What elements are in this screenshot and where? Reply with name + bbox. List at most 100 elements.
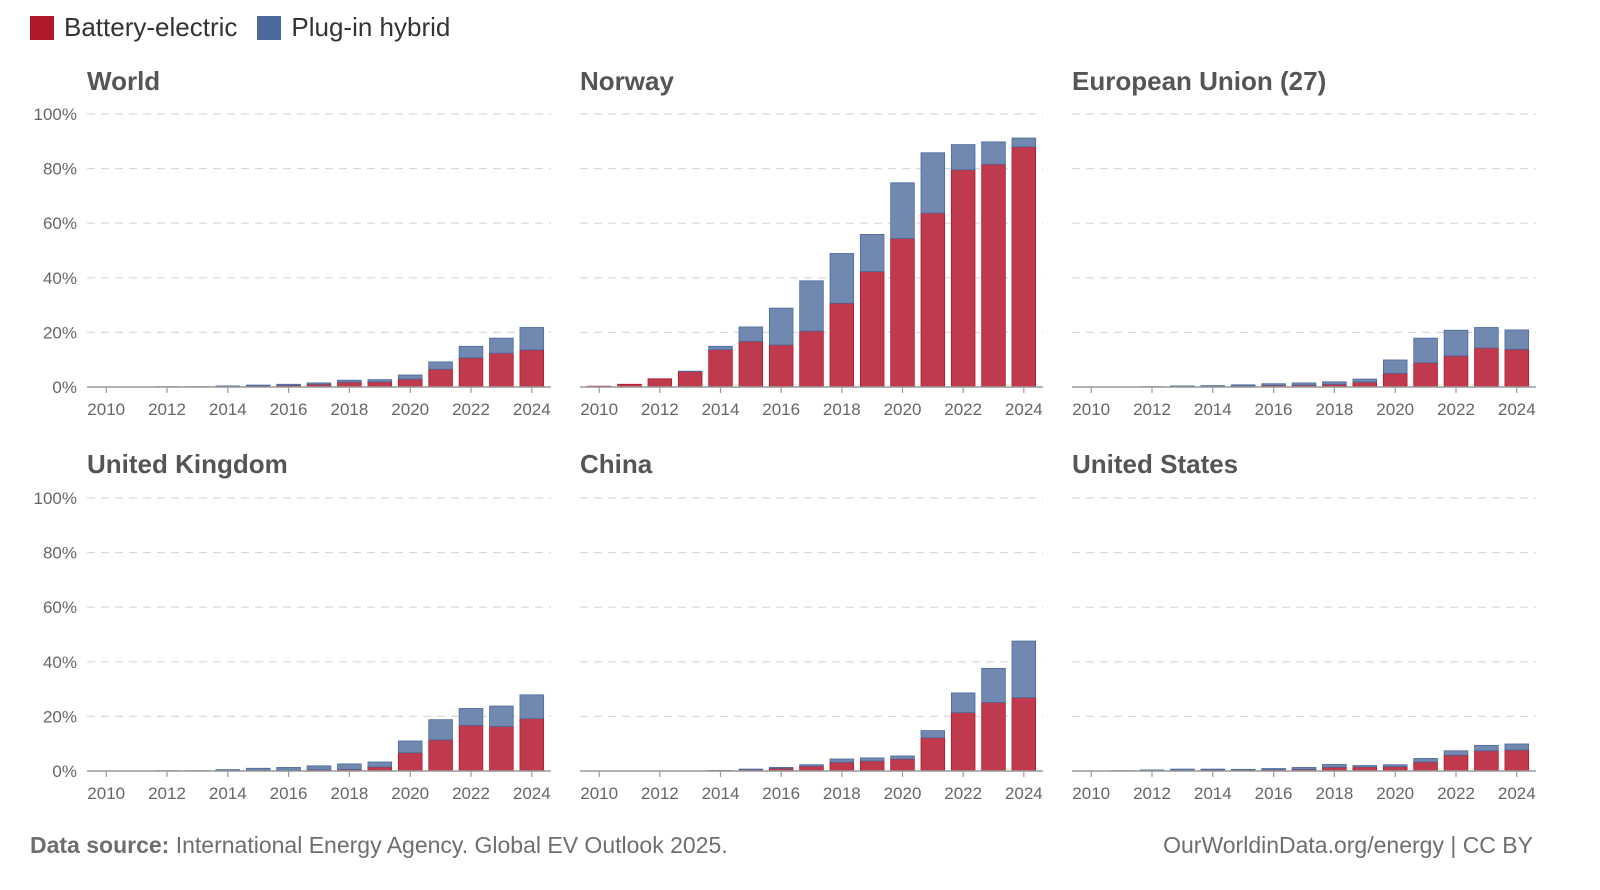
panel-title: China: [580, 449, 653, 479]
bar-battery-electric-2024: [1504, 749, 1530, 772]
bar-plug-in-hybrid-2022: [458, 708, 484, 726]
x-tick-label: 2020: [1376, 400, 1414, 419]
bar-plug-in-hybrid-2017: [306, 382, 332, 385]
bar-plug-in-hybrid-2021: [920, 730, 946, 739]
bar-battery-electric-2014: [708, 349, 733, 388]
bar-plug-in-hybrid-2019: [367, 761, 393, 768]
bar-plug-in-hybrid-2019: [859, 233, 885, 272]
panel-title: European Union (27): [1072, 66, 1326, 96]
bar-battery-electric-2022: [458, 725, 484, 772]
bar-plug-in-hybrid-2021: [920, 152, 946, 214]
bar-plug-in-hybrid-2021: [428, 719, 453, 741]
bar-plug-in-hybrid-2021: [1413, 758, 1438, 763]
panel-title: World: [87, 66, 160, 96]
x-tick-label: 2012: [148, 400, 186, 419]
x-tick-label: 2018: [330, 784, 368, 803]
y-tick-label: 100%: [34, 105, 77, 124]
bar-plug-in-hybrid-2017: [1291, 767, 1317, 770]
y-tick-label: 40%: [43, 653, 77, 672]
legend-item-plug-in-hybrid[interactable]: Plug-in hybrid: [257, 12, 450, 43]
bar-plug-in-hybrid-2016: [768, 767, 794, 769]
bar-battery-electric-2021: [428, 739, 453, 772]
x-tick-label: 2020: [391, 400, 429, 419]
bar-plug-in-hybrid-2017: [799, 764, 824, 767]
bar-plug-in-hybrid-2014: [1200, 385, 1226, 387]
x-tick-label: 2010: [1072, 400, 1110, 419]
x-tick-label: 2014: [1194, 784, 1232, 803]
bar-battery-electric-2023: [1474, 750, 1499, 772]
bar-plug-in-hybrid-2024: [519, 327, 545, 351]
bar-battery-electric-2019: [859, 760, 885, 772]
bar-plug-in-hybrid-2019: [1352, 765, 1378, 768]
legend-label: Plug-in hybrid: [291, 12, 451, 42]
bar-plug-in-hybrid-2015: [738, 326, 764, 342]
x-tick-label: 2020: [884, 400, 922, 419]
bar-plug-in-hybrid-2024: [519, 694, 545, 719]
x-tick-label: 2012: [1133, 784, 1171, 803]
panel-title: United States: [1072, 449, 1238, 479]
x-tick-label: 2012: [641, 784, 679, 803]
bar-plug-in-hybrid-2024: [1011, 640, 1037, 698]
bar-plug-in-hybrid-2021: [428, 361, 453, 370]
bar-plug-in-hybrid-2022: [458, 345, 484, 359]
x-tick-label: 2016: [270, 784, 308, 803]
bar-plug-in-hybrid-2024: [1504, 329, 1530, 350]
x-tick-label: 2016: [1255, 400, 1293, 419]
bar-battery-electric-2013: [677, 371, 703, 388]
bar-plug-in-hybrid-2020: [397, 374, 423, 380]
y-tick-label: 80%: [43, 160, 77, 179]
bar-plug-in-hybrid-2019: [367, 379, 393, 383]
bar-battery-electric-2021: [920, 737, 946, 772]
bar-battery-electric-2021: [1413, 362, 1438, 388]
x-tick-label: 2010: [1072, 784, 1110, 803]
bar-plug-in-hybrid-2015: [738, 768, 764, 771]
x-tick-label: 2020: [884, 784, 922, 803]
x-tick-label: 2018: [330, 400, 368, 419]
bar-plug-in-hybrid-2018: [337, 379, 362, 383]
bar-plug-in-hybrid-2016: [768, 307, 794, 346]
bar-plug-in-hybrid-2023: [489, 337, 514, 354]
bar-plug-in-hybrid-2020: [1382, 359, 1408, 374]
x-tick-label: 2014: [209, 784, 247, 803]
x-tick-label: 2020: [1376, 784, 1414, 803]
data-source-note: Data source: International Energy Agency…: [30, 832, 728, 859]
bar-battery-electric-2021: [1413, 761, 1438, 772]
x-tick-label: 2024: [1498, 784, 1536, 803]
bar-battery-electric-2022: [1443, 754, 1469, 772]
bar-battery-electric-2018: [829, 761, 855, 772]
data-source-text: International Energy Agency. Global EV O…: [169, 832, 728, 858]
bar-battery-electric-2024: [1504, 348, 1530, 388]
bar-battery-electric-2022: [950, 712, 976, 772]
x-tick-label: 2018: [1315, 400, 1353, 419]
bar-battery-electric-2024: [1011, 697, 1037, 772]
bar-plug-in-hybrid-2013: [1170, 768, 1195, 771]
bar-battery-electric-2020: [397, 378, 423, 388]
x-tick-label: 2014: [702, 400, 740, 419]
bar-plug-in-hybrid-2023: [1474, 744, 1499, 752]
bar-plug-in-hybrid-2019: [859, 757, 885, 762]
bar-battery-electric-2024: [519, 349, 545, 388]
panel-title: Norway: [580, 66, 674, 96]
legend-item-battery-electric[interactable]: Battery-electric: [30, 12, 237, 43]
bar-battery-electric-2016: [768, 344, 794, 388]
x-tick-label: 2016: [1255, 784, 1293, 803]
x-tick-label: 2022: [452, 784, 490, 803]
bar-plug-in-hybrid-2023: [489, 705, 514, 727]
bar-plug-in-hybrid-2018: [1322, 381, 1347, 385]
bar-battery-electric-2024: [519, 718, 545, 772]
bar-battery-electric-2019: [859, 271, 885, 388]
bar-battery-electric-2021: [920, 212, 946, 388]
y-tick-label: 60%: [43, 598, 77, 617]
bar-plug-in-hybrid-2020: [890, 755, 915, 760]
x-tick-label: 2014: [1194, 400, 1232, 419]
bar-battery-electric-2012: [647, 378, 673, 388]
credit-link[interactable]: OurWorldinData.org/energy | CC BY: [1163, 832, 1533, 858]
x-tick-label: 2010: [580, 400, 618, 419]
plug-in-hybrid-swatch-icon: [257, 15, 282, 40]
bar-battery-electric-2020: [1382, 372, 1408, 388]
bar-plug-in-hybrid-2014: [708, 345, 733, 350]
bar-plug-in-hybrid-2017: [799, 280, 824, 332]
bar-plug-in-hybrid-2020: [1382, 764, 1408, 768]
bar-plug-in-hybrid-2018: [829, 253, 855, 304]
